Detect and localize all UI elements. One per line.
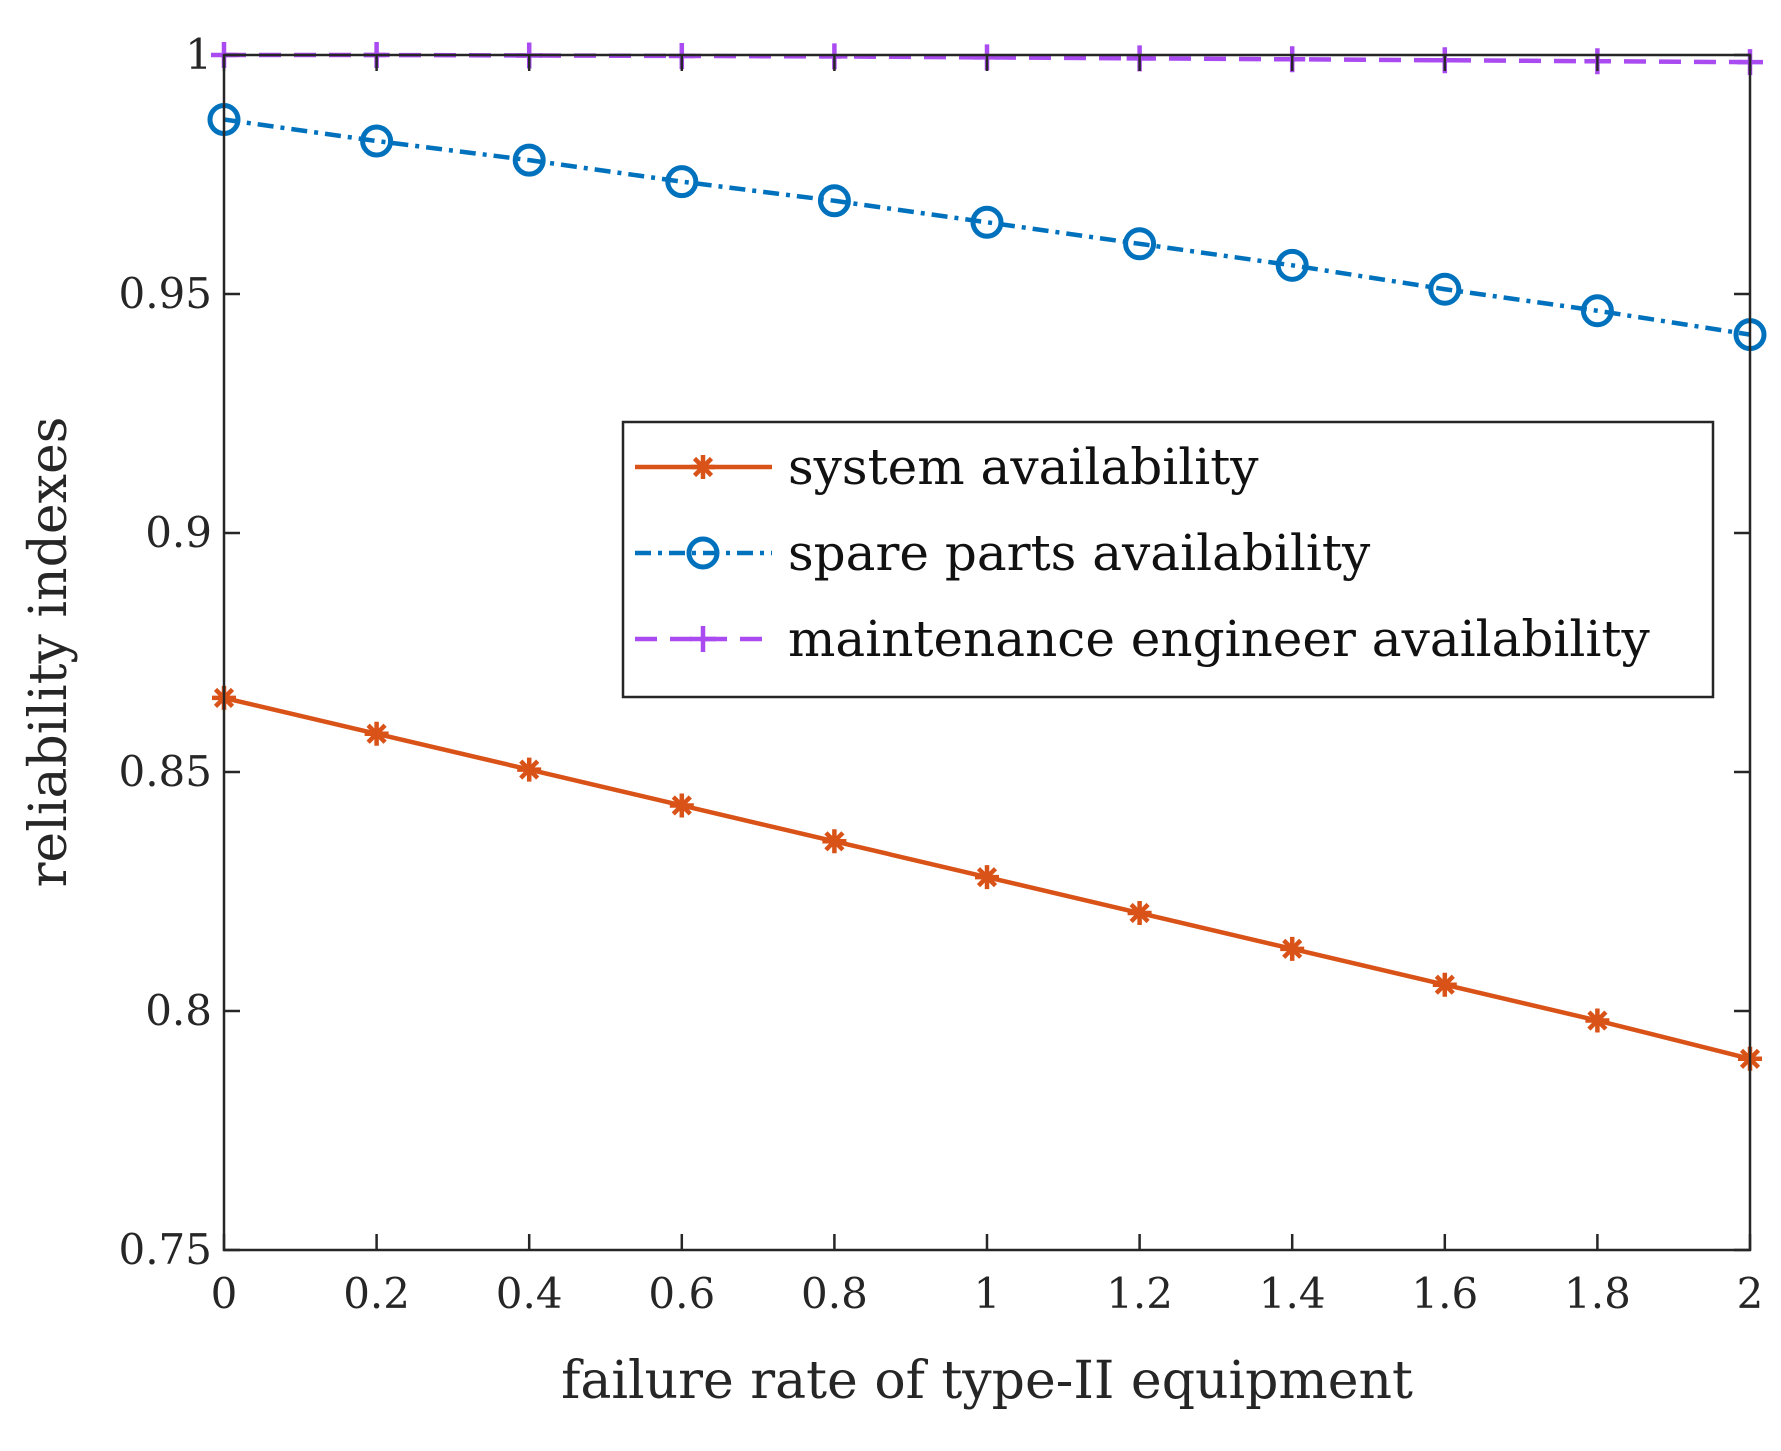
legend-item-3: maintenance engineer availability: [635, 610, 1650, 668]
x-tick-label: 1.2: [1106, 1269, 1173, 1318]
x-tick-label: 0.4: [496, 1269, 563, 1318]
x-tick-label: 0.2: [343, 1269, 410, 1318]
legend-item-1: system availability: [635, 438, 1259, 496]
x-tick-label: 1.4: [1259, 1269, 1326, 1318]
x-tick-label: 1.6: [1411, 1269, 1478, 1318]
x-tick-label: 1: [974, 1269, 1001, 1318]
legend-items: system availability spare parts availabil…: [635, 438, 1650, 668]
series-1-point: [669, 793, 694, 818]
legend-marker: [686, 536, 720, 570]
series-2-point: [665, 165, 699, 199]
series-2-point: [512, 143, 546, 177]
y-tick-label: 0.85: [118, 747, 212, 796]
x-tick-label: 1.8: [1564, 1269, 1631, 1318]
legend-label: maintenance engineer availability: [788, 610, 1650, 668]
legend: system availability spare parts availabil…: [621, 420, 1715, 699]
y-tick-label: 0.75: [118, 1225, 212, 1274]
x-tick-label: 0.8: [801, 1269, 868, 1318]
legend-label: spare parts availability: [788, 524, 1371, 582]
legend-marker: [690, 626, 716, 652]
tick-layer: 0 0.2 0.4 0.6 0.8 1 1.2 1.4 1.6 1.8 2 0.75 0.8 0.85 0.…: [118, 30, 1763, 1318]
legend-item-2: spare parts availability: [635, 524, 1371, 582]
x-tick-label: 0.6: [648, 1269, 715, 1318]
series-2-point: [970, 205, 1004, 239]
series-1-point: [1280, 936, 1305, 961]
series-1-point: [975, 865, 999, 890]
series-1-point: [517, 757, 542, 782]
y-tick-label: 1: [185, 30, 212, 79]
series-2-point: [1123, 227, 1157, 261]
y-axis-title: reliability indexes: [19, 417, 79, 888]
y-tick-label: 0.95: [118, 269, 212, 318]
x-tick-label: 0: [211, 1269, 238, 1318]
legend-label: system availability: [788, 438, 1259, 496]
series-1-point: [1432, 972, 1457, 997]
series-1-point: [1585, 1008, 1610, 1033]
x-tick-label: 2: [1737, 1269, 1764, 1318]
series-2-line: [223, 117, 1751, 337]
series-1-point: [822, 829, 847, 854]
series-2-point: [360, 124, 394, 158]
series-1-point: [364, 721, 389, 746]
legend-box: [621, 420, 1715, 699]
series-2-point: [1428, 272, 1462, 306]
y-tick-label: 0.9: [145, 508, 212, 557]
series-2-point: [1275, 248, 1309, 282]
x-axis-title: failure rate of type-II equipment: [561, 1351, 1413, 1411]
series-2-point: [817, 184, 851, 218]
y-tick-label: 0.8: [145, 986, 212, 1035]
legend-marker: [691, 455, 715, 479]
series-1-point: [1127, 901, 1152, 926]
series-2-point: [1580, 294, 1614, 328]
